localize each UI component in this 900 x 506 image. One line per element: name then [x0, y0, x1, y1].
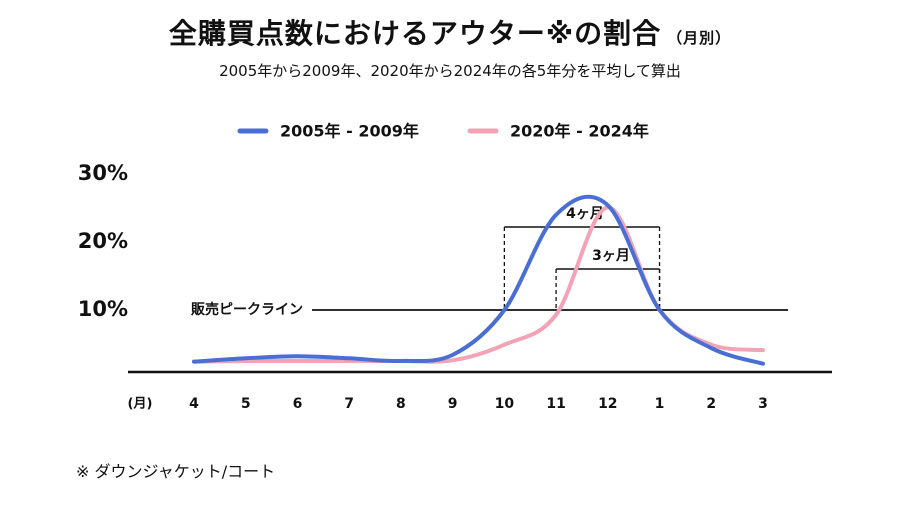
x-tick-label: 8 — [396, 396, 406, 412]
x-tick-label: 9 — [448, 396, 458, 412]
legend-label: 2005年 - 2009年 — [280, 122, 419, 141]
bracket-label: 3ヶ月 — [592, 248, 630, 264]
x-tick-label: 3 — [758, 396, 768, 412]
y-tick-label: 30% — [78, 161, 128, 185]
x-tick-label: 7 — [344, 396, 354, 412]
subtitle: 2005年から2009年、2020年から2024年の各5年分を平均して算出 — [219, 62, 681, 80]
chart-title: 全購買点数におけるアウター※の割合 — [168, 17, 662, 50]
header: 全購買点数におけるアウター※の割合 （月別） 2005年から2009年、2020年… — [0, 12, 900, 81]
title-note: （月別） — [667, 29, 732, 47]
x-tick-label: 1 — [655, 396, 665, 412]
x-tick-label: 10 — [495, 396, 515, 412]
peak-line-label: 販売ピークライン — [191, 301, 303, 318]
y-tick-label: 10% — [78, 297, 128, 321]
series-line — [192, 194, 765, 366]
x-axis-label: (月) — [128, 397, 153, 412]
x-tick-label: 2 — [706, 396, 716, 412]
x-tick-label: 11 — [546, 396, 565, 412]
x-tick-label: 6 — [293, 396, 303, 412]
x-tick-label: 4 — [189, 396, 199, 412]
x-tick-label: 5 — [241, 396, 251, 412]
x-tick-label: 12 — [598, 396, 617, 412]
y-tick-label: 20% — [78, 229, 128, 253]
footnote: ※ ダウンジャケット/コート — [76, 462, 276, 481]
legend-label: 2020年 - 2024年 — [510, 122, 649, 141]
title-row: 全購買点数におけるアウター※の割合 （月別） — [0, 12, 900, 52]
